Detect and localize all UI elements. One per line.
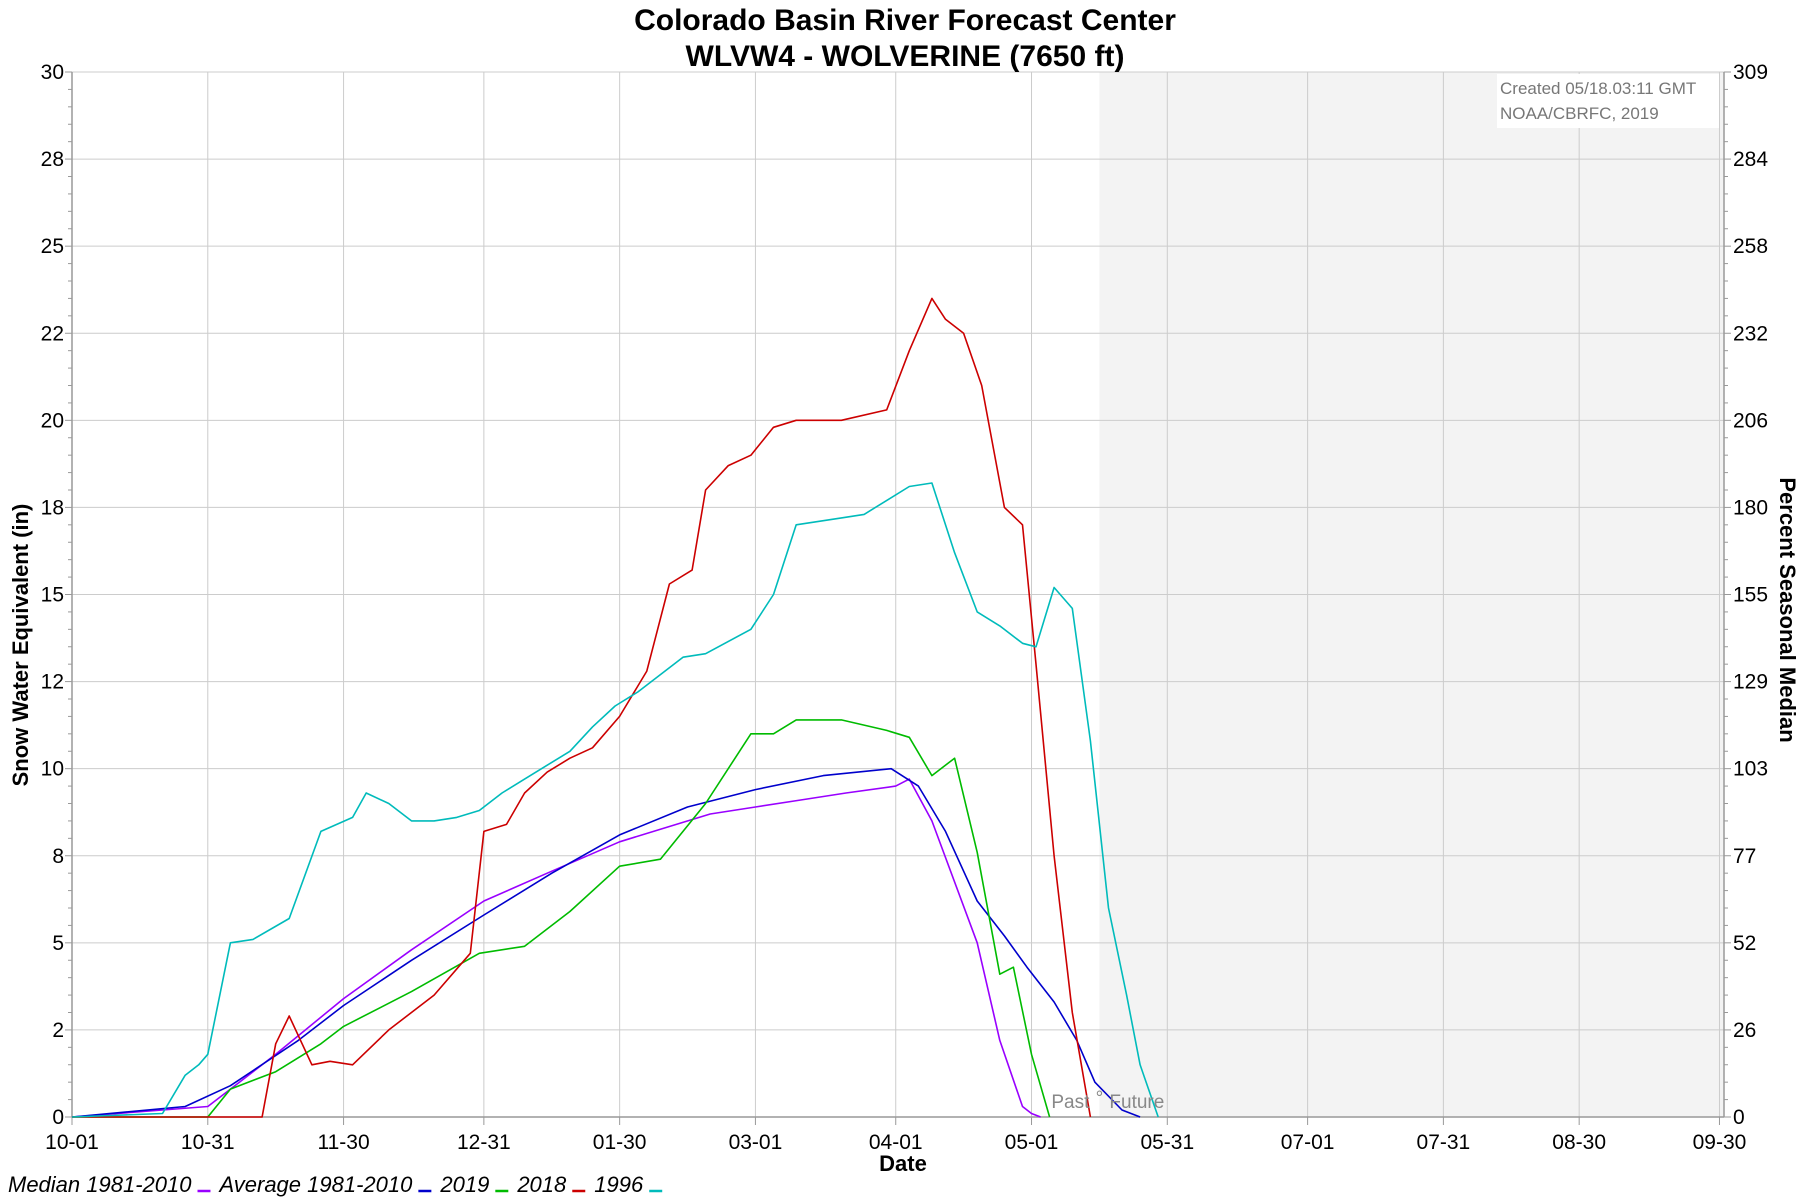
x-tick-label-0: 10-01 <box>45 1131 99 1154</box>
x-tick-label-7: 05-01 <box>1005 1131 1059 1154</box>
x-tick-label-11: 08-30 <box>1552 1131 1606 1154</box>
grid <box>71 71 1724 1118</box>
y-tick-label-9: 22 <box>41 322 64 345</box>
y2-tick-label-0: 0 <box>1733 1106 1745 1129</box>
timestamp-line2: NOAA/CBRFC, 2019 <box>1500 104 1659 123</box>
y-tick-label-8: 20 <box>41 409 64 432</box>
x-tick-label-4: 01-30 <box>593 1131 647 1154</box>
y2-tick-label-8: 206 <box>1733 409 1768 432</box>
x-tick-label-1: 10-31 <box>181 1131 235 1154</box>
x-axis-label: Date <box>879 1151 927 1176</box>
x-tick-label-10: 07-31 <box>1417 1131 1471 1154</box>
series-line-2 <box>72 719 1051 1118</box>
y2-tick-label-11: 284 <box>1733 148 1768 171</box>
x-tick-label-3: 12-31 <box>457 1131 511 1154</box>
y2-tick-label-7: 180 <box>1733 496 1768 519</box>
y-tick-label-5: 12 <box>41 671 64 694</box>
y2-tick-label-9: 232 <box>1733 322 1768 345</box>
y-axis-label: Snow Water Equivalent (in) <box>8 504 33 787</box>
x-tick-label-2: 11-30 <box>317 1131 369 1154</box>
y-tick-label-6: 15 <box>41 584 64 607</box>
legend-label-1: Average 1981-2010 <box>217 1172 413 1197</box>
y-tick-label-2: 5 <box>52 932 64 955</box>
x-tick-label-9: 07-01 <box>1281 1131 1335 1154</box>
series-line-0 <box>71 778 1041 1118</box>
series-group <box>71 297 1159 1118</box>
series-line-4 <box>71 482 1159 1118</box>
y2-tick-label-1: 26 <box>1733 1019 1756 1042</box>
chart-title: Colorado Basin River Forecast Center <box>634 4 1176 37</box>
y2-tick-label-5: 129 <box>1733 671 1768 694</box>
y-tick-label-11: 28 <box>41 148 64 171</box>
y-tick-label-3: 8 <box>52 845 64 868</box>
y-tick-label-0: 0 <box>52 1106 64 1129</box>
timestamp-box <box>1497 74 1719 128</box>
y-tick-label-12: 30 <box>41 61 64 84</box>
legend-label-0: Median 1981-2010 <box>8 1172 192 1197</box>
y2-tick-label-4: 103 <box>1733 758 1768 781</box>
y2-tick-label-2: 52 <box>1733 932 1756 955</box>
x-tick-label-5: 03-01 <box>729 1131 783 1154</box>
legend: Median 1981-2010 Average 1981-2010 2019 201… <box>8 1172 663 1197</box>
timestamp-line1: Created 05/18.03:11 GMT <box>1500 79 1696 98</box>
legend-label-4: 1996 <box>594 1172 644 1197</box>
future-label: Future <box>1109 1092 1164 1113</box>
y-tick-label-1: 2 <box>52 1019 64 1042</box>
x-tick-label-8: 05-31 <box>1140 1131 1194 1154</box>
y2-tick-label-3: 77 <box>1733 845 1756 868</box>
past-future-marker: ° <box>1096 1088 1104 1109</box>
y-tick-label-10: 25 <box>41 235 64 258</box>
x-tick-label-6: 04-01 <box>869 1131 923 1154</box>
y-tick-label-7: 18 <box>41 496 64 519</box>
y2-tick-label-12: 309 <box>1733 61 1768 84</box>
legend-label-3: 2018 <box>516 1172 567 1197</box>
series-line-1 <box>71 767 1141 1118</box>
y2-tick-label-10: 258 <box>1733 235 1768 258</box>
series-line-3 <box>72 297 1092 1118</box>
y-tick-label-4: 10 <box>41 758 64 781</box>
y2-axis-label: Percent Seasonal Median <box>1775 477 1800 742</box>
legend-label-2: 2019 <box>439 1172 489 1197</box>
past-label: Past <box>1051 1092 1090 1113</box>
y2-tick-label-6: 155 <box>1733 584 1768 607</box>
axes: 10-01 10-31 11-30 12-31 01-30 03-01 04-01 05-01… <box>41 61 1769 1154</box>
chart-subtitle: WLVW4 - WOLVERINE (7650 ft) <box>686 40 1125 73</box>
x-tick-label-12: 09-30 <box>1693 1131 1747 1154</box>
